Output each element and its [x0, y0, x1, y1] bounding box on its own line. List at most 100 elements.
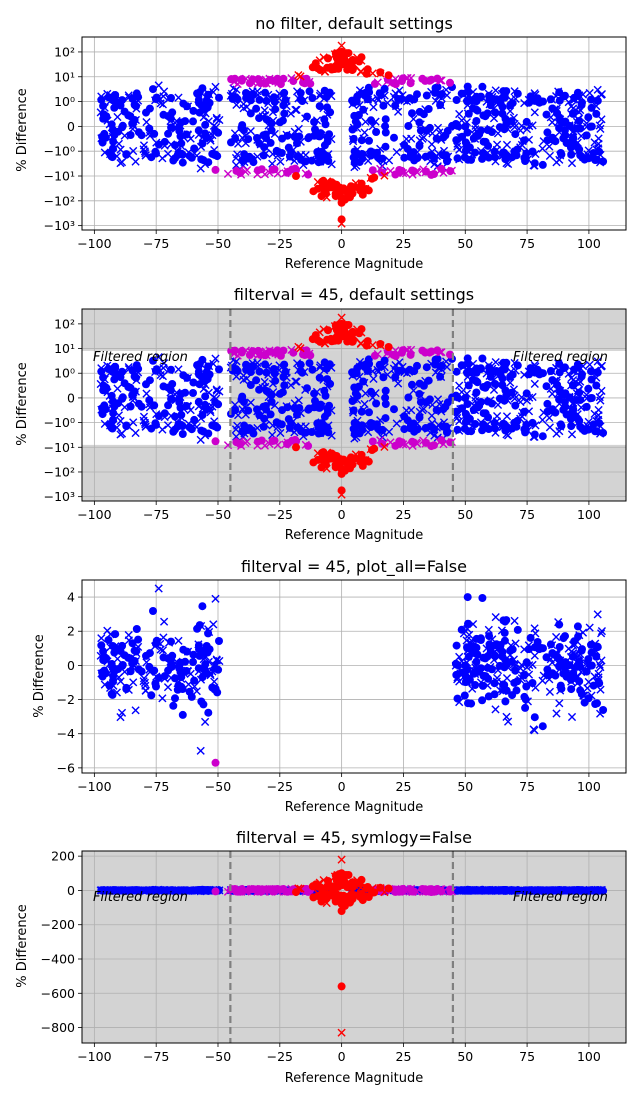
data-point: [400, 153, 409, 162]
data-point: [288, 436, 297, 445]
data-point: [132, 102, 140, 111]
x-tick-label: 100: [577, 507, 601, 522]
data-point: [464, 652, 473, 661]
data-point: [562, 139, 571, 147]
data-point: [292, 172, 300, 180]
data-point: [272, 146, 281, 155]
data-point: [484, 625, 493, 634]
data-point: [502, 358, 511, 367]
data-point: [592, 373, 601, 382]
data-point: [310, 389, 319, 398]
data-point: [322, 193, 331, 202]
data-point: [131, 157, 140, 166]
data-point: [320, 386, 329, 395]
data-point: [522, 420, 531, 429]
data-point: [149, 85, 157, 94]
data-point: [344, 321, 353, 329]
data-point: [433, 346, 442, 355]
data-point: [530, 726, 539, 735]
data-point: [209, 359, 218, 368]
data-point: [147, 691, 156, 700]
x-tick-label: 0: [338, 779, 346, 794]
data-point: [193, 624, 202, 633]
data-point: [178, 430, 187, 438]
data-point: [582, 402, 591, 411]
data-point: [397, 348, 406, 357]
data-point: [468, 421, 477, 431]
x-tick-label: −25: [267, 1049, 293, 1064]
data-point: [182, 667, 191, 675]
data-point: [506, 107, 515, 116]
data-point: [427, 140, 436, 149]
data-point: [472, 388, 481, 397]
data-point: [319, 104, 328, 113]
data-point: [286, 381, 295, 390]
data-point: [511, 401, 520, 410]
data-point: [177, 410, 186, 419]
data-point: [367, 116, 375, 125]
data-point: [518, 671, 527, 680]
data-point: [100, 129, 109, 138]
y-tick-label: 0: [67, 390, 75, 405]
data-point: [260, 377, 269, 387]
data-point: [547, 670, 557, 679]
data-point: [233, 79, 242, 89]
data-point: [294, 396, 303, 405]
data-point: [346, 183, 355, 192]
data-point: [457, 387, 466, 397]
data-point: [273, 74, 282, 83]
data-point: [428, 400, 437, 409]
data-point: [490, 690, 499, 699]
data-point: [266, 94, 275, 103]
data-point: [177, 413, 186, 422]
data-point: [499, 680, 508, 689]
data-point: [589, 420, 598, 429]
data-point: [500, 396, 509, 405]
data-point: [189, 117, 197, 126]
data-point: [369, 103, 378, 112]
data-point: [570, 93, 579, 102]
data-point: [596, 396, 605, 405]
data-point: [506, 378, 515, 387]
data-point: [381, 386, 390, 395]
data-point: [524, 641, 533, 650]
data-point: [323, 137, 332, 146]
data-point: [365, 359, 374, 368]
data-point: [202, 367, 211, 376]
data-point: [104, 636, 113, 644]
data-point: [314, 403, 323, 412]
data-point: [510, 147, 519, 156]
data-point: [337, 900, 346, 909]
data-point: [580, 426, 589, 435]
data-point: [389, 79, 398, 88]
data-point: [358, 425, 367, 434]
x-tick-label: 75: [519, 1049, 535, 1064]
data-point: [406, 79, 415, 88]
data-point: [348, 368, 357, 377]
data-point: [428, 129, 437, 138]
data-point: [597, 386, 606, 395]
data-point: [149, 607, 157, 615]
data-point: [565, 661, 574, 670]
data-point: [313, 892, 322, 900]
data-point: [100, 401, 109, 410]
y-ticks: 10² 10¹ 10⁰ 0 −10⁰ −10¹ −10² −10³: [44, 316, 82, 504]
data-point: [178, 685, 187, 693]
data-point: [124, 636, 133, 645]
data-point: [109, 137, 118, 146]
data-point: [237, 441, 246, 450]
data-point: [381, 122, 390, 131]
data-point: [380, 171, 389, 180]
y-tick-label: 200: [51, 849, 75, 864]
data-point: [493, 140, 502, 149]
data-point: [583, 684, 592, 693]
data-point: [462, 636, 471, 645]
data-point: [545, 687, 554, 696]
data-point: [253, 87, 262, 96]
y-tick-label: −10⁰: [44, 415, 75, 430]
data-point: [469, 375, 477, 384]
data-point: [522, 117, 531, 126]
shade-bottom: [82, 444, 626, 501]
data-point: [517, 660, 526, 670]
data-point: [538, 144, 547, 153]
